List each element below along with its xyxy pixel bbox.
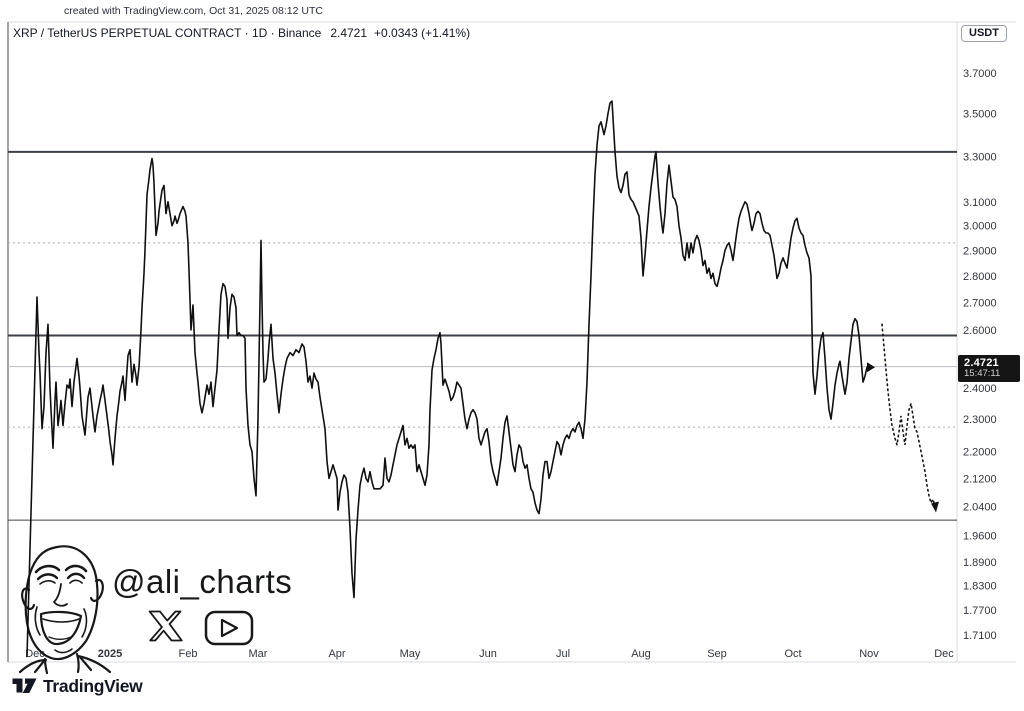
time-tick-label: Oct [784,648,801,660]
watermark-handle: @ali_charts [112,563,293,600]
price-tick-label: 2.2000 [963,446,997,458]
time-tick-label: Aug [631,648,651,660]
price-tick-label: 1.9600 [963,531,997,543]
chart-frame [7,21,1016,663]
countdown-price-badge: 2.4721 15:47:11 [958,355,1020,382]
tradingview-logo[interactable]: TradingView [12,676,143,697]
price-tick-label: 3.0000 [963,221,997,233]
projection-dotted-line [881,323,936,508]
price-series [26,100,939,658]
price-tick-label: 2.3000 [963,414,997,426]
price-tick-label: 3.1000 [963,197,997,209]
time-tick-label: Apr [328,648,345,660]
time-tick-label: Feb [179,648,198,660]
currency-badge: USDT [961,25,1007,42]
projection-arrowhead-icon [931,501,939,513]
price-tick-label: 2.1200 [963,473,997,485]
symbol-title: XRP / TetherUS PERPETUAL CONTRACT · 1D ·… [13,26,322,40]
price-tick-label: 1.7700 [963,605,997,617]
price-tick-label: 2.8000 [963,271,997,283]
price-tick-label: 3.5000 [963,108,997,120]
time-tick-label: Jul [556,648,570,660]
price-tick-label: 2.4000 [963,383,997,395]
badge-countdown: 15:47:11 [964,368,1001,380]
price-change: +0.0343 (+1.41%) [374,26,471,40]
time-tick-label: May [400,648,421,660]
tradingview-logo-icon [12,678,37,693]
price-tick-label: 1.8900 [963,557,997,569]
price-series-line [26,100,868,658]
price-tick-label: 2.7000 [963,297,997,309]
price-tick-label: 3.3000 [963,151,997,163]
price-tick-label: 2.0400 [963,501,997,513]
price-tick-label: 2.6000 [963,325,997,337]
time-tick-label: 2025 [98,648,122,660]
chart-header[interactable]: XRP / TetherUS PERPETUAL CONTRACT · 1D ·… [13,26,470,40]
created-with-note: created with TradingView.com, Oct 31, 20… [64,5,323,17]
youtube-logo-icon [204,610,254,646]
watermark [18,545,254,675]
x-logo-icon [148,610,183,642]
time-scale[interactable]: Dec 2025 Feb Mar Apr May Jun Jul Aug Sep Oct Nov Dec [25,648,954,660]
time-tick-label: Nov [859,648,879,660]
tradingview-logo-text: TradingView [43,676,143,696]
horizontal-levels [8,150,957,521]
time-tick-label: Jun [479,648,497,660]
price-pointer-icon [867,362,875,373]
time-tick-label: Mar [249,648,268,660]
time-tick-label: Sep [707,648,727,660]
price-tick-label: 2.9000 [963,245,997,257]
price-tick-label: 1.8300 [963,581,997,593]
badge-price: 2.4721 [964,357,999,369]
time-tick-label: Dec [934,648,954,660]
face-illustration [18,545,112,675]
price-tick-label: 3.7000 [963,68,997,80]
price-tick-label: 1.7100 [963,630,997,642]
last-price: 2.4721 [330,26,368,40]
